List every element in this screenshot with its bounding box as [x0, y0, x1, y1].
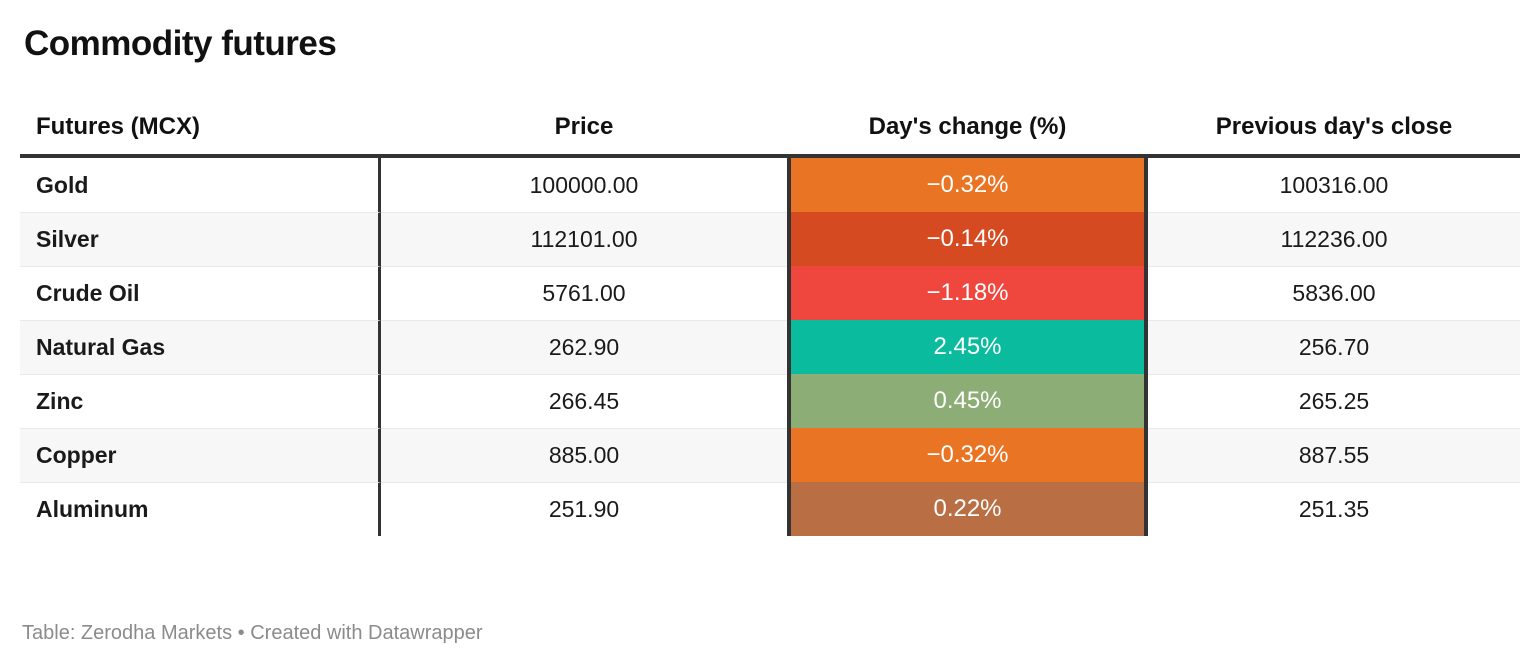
- col-header-prev-close: Previous day's close: [1215, 113, 1453, 140]
- table-row: Gold 100000.00 −0.32% 100316.00: [20, 158, 1520, 212]
- price-cell: 100000.00: [381, 158, 787, 212]
- price-cell: 262.90: [381, 320, 787, 374]
- col-header-futures: Futures (MCX): [36, 113, 200, 140]
- day-change-cell: −0.32%: [787, 428, 1148, 482]
- price-cell: 266.45: [381, 374, 787, 428]
- commodity-futures-table: Futures (MCX) Price Day's change (%) Pre…: [20, 100, 1520, 536]
- price-cell: 5761.00: [381, 266, 787, 320]
- futures-name-cell: Aluminum: [20, 482, 381, 536]
- table-header-row: Futures (MCX) Price Day's change (%) Pre…: [20, 100, 1520, 158]
- day-change-cell: −0.14%: [787, 212, 1148, 266]
- col-header-change: Day's change (%): [868, 113, 1067, 140]
- futures-name-cell: Zinc: [20, 374, 381, 428]
- prev-close-cell: 256.70: [1148, 320, 1520, 374]
- futures-name-cell: Silver: [20, 212, 381, 266]
- price-cell: 885.00: [381, 428, 787, 482]
- col-header-price: Price: [554, 113, 614, 140]
- futures-name-cell: Copper: [20, 428, 381, 482]
- futures-name-cell: Natural Gas: [20, 320, 381, 374]
- table-row: Crude Oil 5761.00 −1.18% 5836.00: [20, 266, 1520, 320]
- day-change-cell: −1.18%: [787, 266, 1148, 320]
- day-change-cell: 0.45%: [787, 374, 1148, 428]
- futures-name-cell: Gold: [20, 158, 381, 212]
- price-cell: 112101.00: [381, 212, 787, 266]
- prev-close-cell: 251.35: [1148, 482, 1520, 536]
- table-row: Aluminum 251.90 0.22% 251.35: [20, 482, 1520, 536]
- attribution-footer: Table: Zerodha Markets • Created with Da…: [22, 622, 483, 644]
- prev-close-cell: 887.55: [1148, 428, 1520, 482]
- table-row: Silver 112101.00 −0.14% 112236.00: [20, 212, 1520, 266]
- day-change-cell: 0.22%: [787, 482, 1148, 536]
- table-row: Copper 885.00 −0.32% 887.55: [20, 428, 1520, 482]
- day-change-cell: 2.45%: [787, 320, 1148, 374]
- day-change-cell: −0.32%: [787, 158, 1148, 212]
- futures-name-cell: Crude Oil: [20, 266, 381, 320]
- prev-close-cell: 100316.00: [1148, 158, 1520, 212]
- table-row: Natural Gas 262.90 2.45% 256.70: [20, 320, 1520, 374]
- prev-close-cell: 5836.00: [1148, 266, 1520, 320]
- table-row: Zinc 266.45 0.45% 265.25: [20, 374, 1520, 428]
- table-body: Gold 100000.00 −0.32% 100316.00 Silver 1…: [20, 158, 1520, 536]
- price-cell: 251.90: [381, 482, 787, 536]
- prev-close-cell: 265.25: [1148, 374, 1520, 428]
- prev-close-cell: 112236.00: [1148, 212, 1520, 266]
- page-title: Commodity futures: [24, 24, 337, 63]
